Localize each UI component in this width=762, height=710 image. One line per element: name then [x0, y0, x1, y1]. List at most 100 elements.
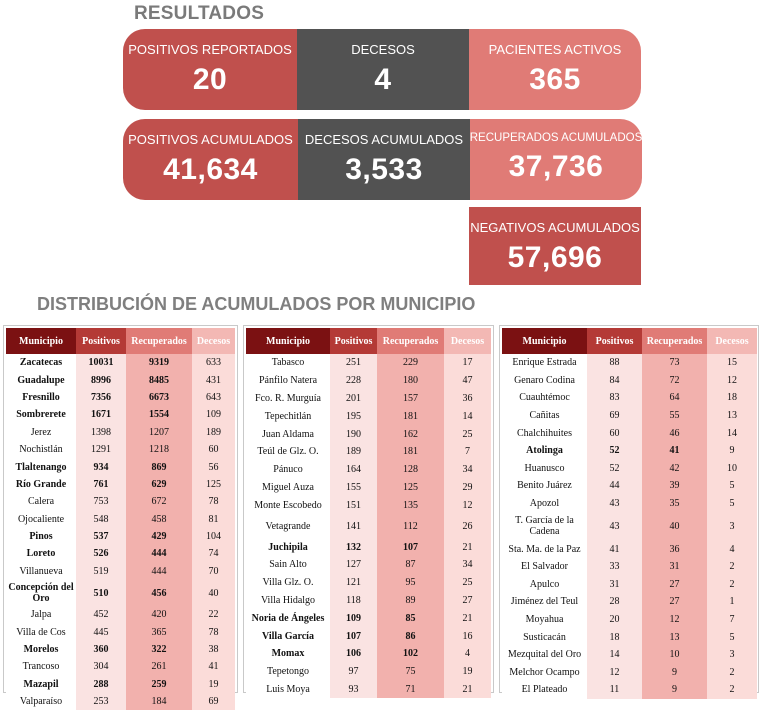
municipio-cell: Teúl de Glz. O.: [246, 442, 330, 461]
decesos-cell: 19: [192, 675, 235, 694]
decesos-cell: 21: [444, 609, 491, 628]
table-row: Teúl de Glz. O. 189 181 7: [246, 442, 491, 461]
municipio-cell: Jalpa: [6, 606, 76, 624]
card-label: POSITIVOS ACUMULADOS: [128, 132, 293, 147]
decesos-cell: 7: [444, 442, 491, 461]
decesos-cell: 36: [444, 389, 491, 408]
card-value: 365: [529, 63, 581, 96]
table-row: Susticacán 18 13 5: [502, 628, 757, 646]
positivos-cell: 97: [330, 662, 377, 681]
recuperados-cell: 420: [126, 606, 192, 624]
decesos-cell: 3: [707, 512, 757, 541]
municipio-cell: Chalchihuites: [502, 424, 587, 442]
positivos-cell: 288: [76, 675, 126, 694]
municipio-cell: Villa Hidalgo: [246, 591, 330, 610]
recuperados-cell: 162: [377, 425, 444, 443]
decesos-cell: 431: [192, 371, 235, 389]
recuperados-cell: 229: [377, 354, 444, 372]
municipio-cell: Villa García: [246, 627, 330, 645]
municipio-cell: Cañitas: [502, 406, 587, 425]
municipio-cell: Melchor Ocampo: [502, 663, 587, 682]
recuperados-cell: 9319: [126, 354, 192, 372]
table-row: Río Grande 761 629 125: [6, 475, 235, 494]
municipio-cell: Sain Alto: [246, 555, 330, 574]
municipio-cell: Pinos: [6, 527, 76, 546]
decesos-cell: 5: [707, 628, 757, 646]
positivos-cell: 195: [330, 407, 377, 426]
column-header: Positivos: [587, 328, 642, 354]
table-row: Genaro Codina 84 72 12: [502, 371, 757, 390]
positivos-cell: 93: [330, 680, 377, 699]
recuperados-cell: 107: [377, 538, 444, 556]
decesos-cell: 25: [444, 425, 491, 443]
table-row: Nochistlán 1291 1218 60: [6, 440, 235, 459]
positivos-cell: 41: [587, 540, 642, 558]
municipality-table-1: Municipio Positivos Recuperados Decesos Zaca…: [6, 328, 235, 710]
municipality-table-3: Municipio Positivos Recuperados Decesos Enri…: [502, 328, 757, 699]
municipio-cell: Sta. Ma. de la Paz: [502, 540, 587, 558]
positivos-cell: 60: [587, 424, 642, 442]
municipio-cell: Momax: [246, 644, 330, 663]
table-row: Villa de Cos 445 365 78: [6, 623, 235, 641]
decesos-cell: 14: [444, 407, 491, 426]
municipio-cell: Pánuco: [246, 460, 330, 479]
card-value: 4: [374, 63, 392, 96]
recuperados-cell: 180: [377, 371, 444, 390]
recuperados-cell: 102: [377, 644, 444, 663]
positivos-cell: 445: [76, 623, 126, 641]
recuperados-cell: 365: [126, 623, 192, 641]
decesos-cell: 27: [444, 591, 491, 610]
municipio-cell: Villanueva: [6, 562, 76, 581]
municipio-cell: Loreto: [6, 545, 76, 563]
positivos-cell: 753: [76, 493, 126, 511]
decesos-cell: 17: [444, 354, 491, 372]
recuperados-cell: 6673: [126, 388, 192, 407]
decesos-cell: 189: [192, 423, 235, 441]
recuperados-cell: 128: [377, 460, 444, 479]
table-row: Villa Hidalgo 118 89 27: [246, 591, 491, 610]
decesos-cell: 109: [192, 406, 235, 424]
municipio-cell: Apulco: [502, 575, 587, 594]
municipio-cell: Tlaltenango: [6, 458, 76, 476]
positivos-cell: 33: [587, 557, 642, 576]
column-header: Decesos: [444, 328, 491, 354]
table-row: Atolinga 52 41 9: [502, 441, 757, 460]
recuperados-cell: 181: [377, 442, 444, 461]
positivos-cell: 69: [587, 406, 642, 425]
municipio-cell: Huanusco: [502, 459, 587, 478]
recuperados-acumulados-card: RECUPERADOS ACUMULADOS 37,736: [470, 119, 642, 200]
positivos-cell: 1671: [76, 406, 126, 424]
municipio-cell: Tabasco: [246, 354, 330, 372]
decesos-cell: 4: [707, 540, 757, 558]
recuperados-cell: 125: [377, 478, 444, 497]
decesos-cell: 60: [192, 440, 235, 459]
positivos-reportados-card: POSITIVOS REPORTADOS 20: [123, 29, 297, 110]
table-row: Jalpa 452 420 22: [6, 606, 235, 624]
table-row: Huanusco 52 42 10: [502, 459, 757, 478]
table-row: Tlaltenango 934 869 56: [6, 458, 235, 476]
decesos-cell: 16: [444, 627, 491, 645]
positivos-cell: 20: [587, 610, 642, 629]
positivos-cell: 28: [587, 593, 642, 611]
recuperados-cell: 157: [377, 389, 444, 408]
decesos-cell: 643: [192, 388, 235, 407]
municipio-cell: Juchipila: [246, 538, 330, 556]
positivos-cell: 43: [587, 512, 642, 541]
decesos-cell: 13: [707, 406, 757, 425]
decesos-cell: 29: [444, 478, 491, 497]
table-header-row: Municipio Positivos Recuperados Decesos: [6, 328, 235, 354]
decesos-cell: 104: [192, 527, 235, 546]
table-row: Apulco 31 27 2: [502, 575, 757, 594]
table-row: Jerez 1398 1207 189: [6, 423, 235, 441]
decesos-cell: 7: [707, 610, 757, 629]
recuperados-cell: 1554: [126, 406, 192, 424]
decesos-cell: 40: [192, 580, 235, 607]
recuperados-cell: 13: [642, 628, 707, 646]
table-row: Sombrerete 1671 1554 109: [6, 406, 235, 424]
recuperados-cell: 12: [642, 610, 707, 629]
decesos-cell: 22: [192, 606, 235, 624]
table-row: Tepechitlán 195 181 14: [246, 407, 491, 426]
municipio-cell: El Plateado: [502, 681, 587, 699]
recuperados-cell: 869: [126, 458, 192, 476]
table-row: Zacatecas 10031 9319 633: [6, 354, 235, 372]
